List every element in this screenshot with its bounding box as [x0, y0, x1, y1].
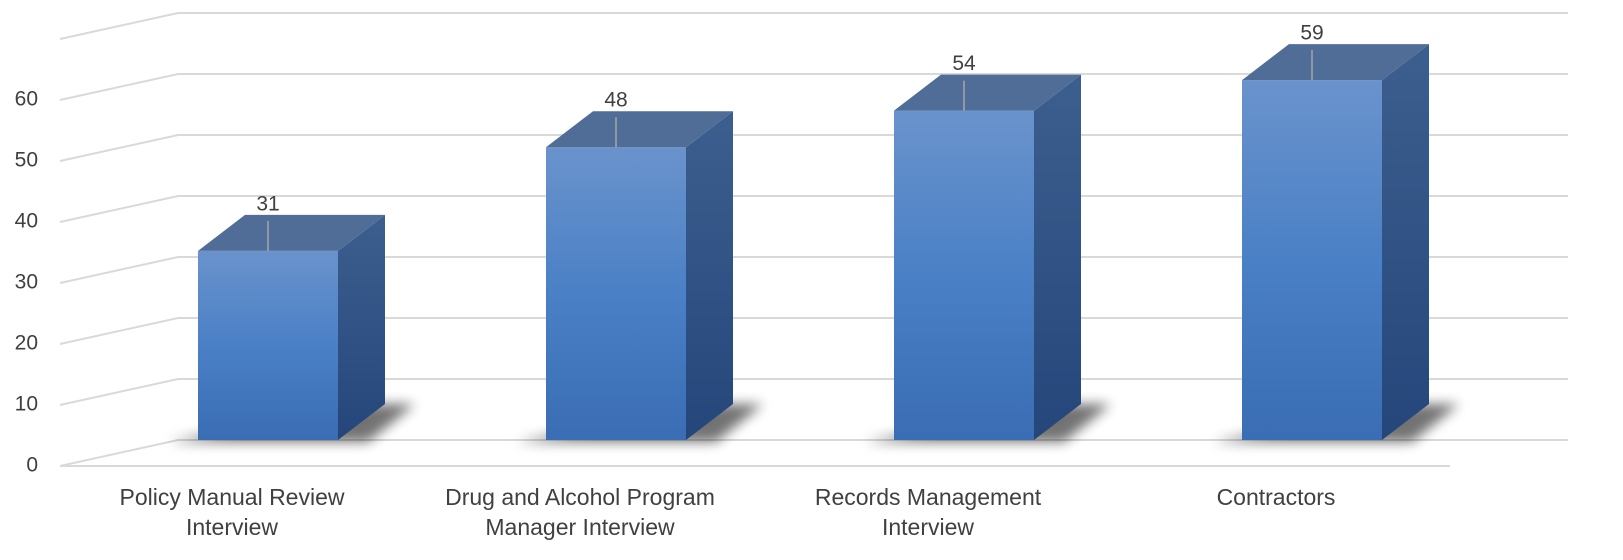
value-label: 54 — [952, 52, 976, 75]
y-tick-label: 20 — [15, 332, 38, 355]
y-tick-label: 10 — [15, 393, 38, 416]
bar — [198, 250, 338, 440]
bar-side — [686, 111, 733, 440]
x-tick-label: Contractors — [1216, 484, 1336, 510]
wall-top — [59, 12, 1568, 40]
grid-line — [59, 195, 1568, 223]
y-tick-label: 40 — [15, 210, 38, 233]
bar-top — [198, 214, 385, 251]
grid-line — [59, 439, 1568, 467]
y-tick-label: 50 — [15, 149, 38, 172]
bar-top — [546, 111, 733, 148]
bar-side — [338, 214, 385, 440]
y-tick-label: 0 — [26, 454, 38, 477]
bar-side — [1034, 74, 1081, 440]
bar-top — [1242, 44, 1429, 81]
grid-line — [59, 134, 1568, 162]
bar-side — [1382, 44, 1429, 440]
value-label: 31 — [256, 192, 279, 215]
grid-line — [59, 73, 1568, 101]
bar-top — [894, 74, 1081, 111]
bar — [546, 147, 686, 440]
value-label: 59 — [1300, 22, 1323, 45]
bar — [894, 110, 1034, 440]
y-tick-label: 60 — [15, 88, 38, 111]
x-tick-label: Drug and Alcohol Program Manager Intervi… — [445, 484, 715, 540]
x-tick-label: Policy Manual Review Interview — [119, 484, 345, 540]
bar — [1242, 80, 1382, 440]
grid-line — [59, 378, 1568, 406]
grid-line — [59, 256, 1568, 284]
y-tick-label: 30 — [15, 271, 38, 294]
grid-line — [59, 317, 1568, 345]
x-tick-label: Records Management Interview — [814, 484, 1042, 540]
value-label: 48 — [604, 89, 627, 112]
